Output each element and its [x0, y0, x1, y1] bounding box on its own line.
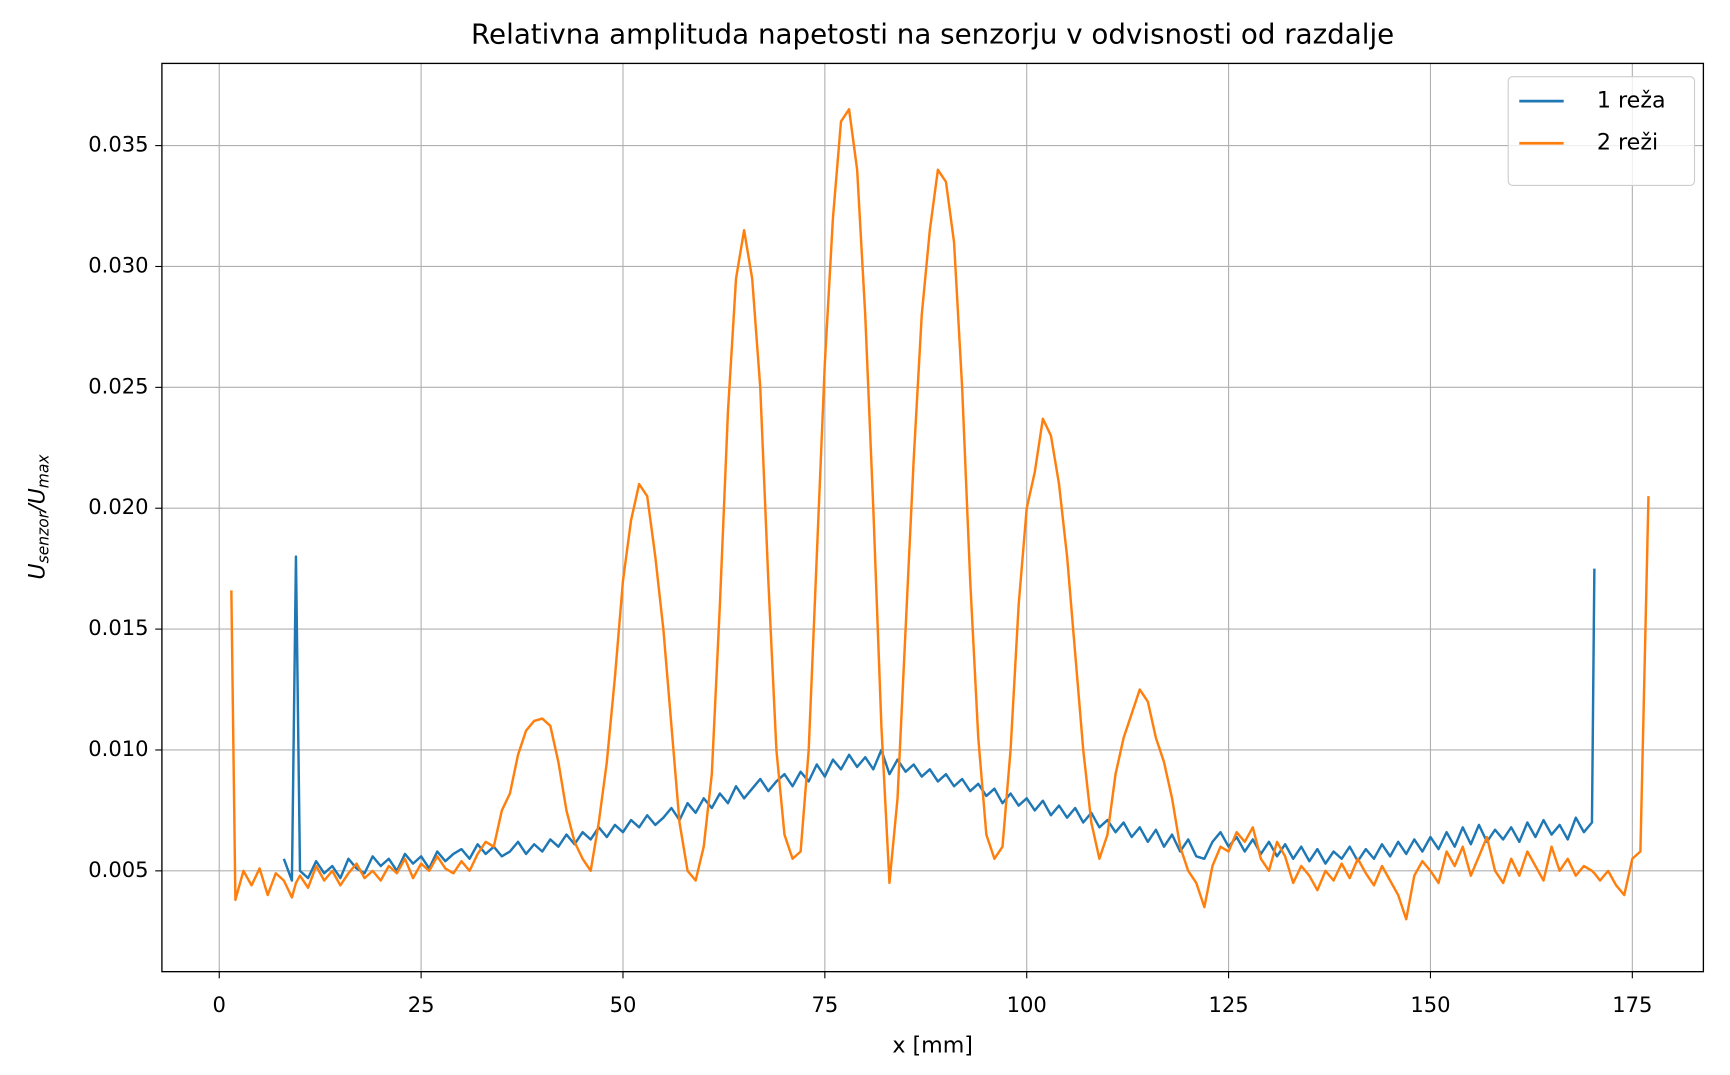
- y-label-part: /U: [24, 488, 50, 514]
- y-label-sub: senzor: [34, 510, 52, 563]
- y-tick-label: 0.025: [88, 373, 148, 398]
- y-tick-label: 0.020: [88, 494, 148, 519]
- chart-title: Relativna amplituda napetosti na senzorj…: [471, 18, 1394, 51]
- y-axis-label: Usenzor/Umax: [24, 454, 52, 580]
- x-tick-label: 175: [1612, 992, 1652, 1017]
- x-tick-label: 0: [213, 992, 226, 1017]
- y-tick-label: 0.030: [88, 252, 148, 277]
- x-tick-label: 75: [811, 992, 838, 1017]
- x-tick-label: 100: [1007, 992, 1047, 1017]
- data-line: [282, 555, 1596, 882]
- legend-box: [1507, 76, 1696, 186]
- x-tick-label: 25: [408, 992, 435, 1017]
- legend-label: 2 reži: [1597, 130, 1658, 156]
- y-tick-label: 0.005: [88, 857, 148, 882]
- plot-frame: [161, 62, 1705, 973]
- data-line: [230, 108, 1650, 921]
- x-tick-label: 125: [1208, 992, 1248, 1017]
- x-tick-label: 50: [610, 992, 637, 1017]
- y-label-part: U: [24, 563, 50, 579]
- y-label-sub: max: [34, 454, 52, 489]
- y-tick-label: 0.035: [88, 132, 148, 157]
- y-tick-label: 0.010: [88, 736, 148, 761]
- x-tick-label: 150: [1410, 992, 1450, 1017]
- y-tick-label: 0.015: [88, 615, 148, 640]
- x-axis-label: x [mm]: [892, 1032, 973, 1058]
- legend-label: 1 reža: [1597, 88, 1666, 114]
